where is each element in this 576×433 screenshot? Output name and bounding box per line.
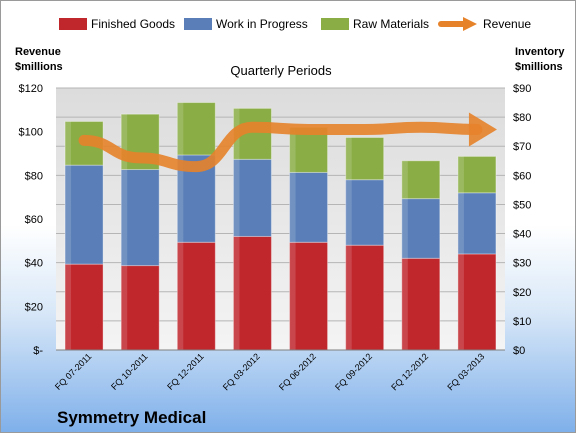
bar-raw-materials (457, 155, 497, 194)
category-label: FQ 06-2012 (277, 351, 318, 392)
right-tick-label: $40 (513, 229, 531, 241)
bar-highlight (345, 245, 352, 350)
category-labels: FQ 07-2011 FQ 10-2011 FQ 12-2011 FQ 03-2012… (53, 351, 486, 392)
left-tick-label: $20 (25, 301, 43, 313)
bar-highlight (457, 253, 464, 350)
bar-highlight (65, 264, 72, 350)
bar-highlight (177, 154, 184, 243)
chart-title: Quarterly Periods (230, 63, 332, 78)
bar-highlight (233, 159, 240, 237)
right-tick-label: $10 (513, 316, 531, 328)
category-label: FQ 03-2012 (221, 351, 262, 392)
left-tick-label: $40 (25, 258, 43, 270)
bar-highlight (121, 114, 128, 170)
revenue-series (78, 112, 497, 173)
right-tick-label: $70 (513, 141, 531, 153)
bar-highlight (289, 242, 296, 350)
legend: Finished Goods Work in Progress Raw Materi… (59, 17, 531, 31)
right-tick-label: $60 (513, 170, 531, 182)
left-axis-title-line1: Revenue (15, 46, 61, 58)
legend-label: Raw Materials (353, 17, 429, 31)
legend-swatch (59, 18, 87, 30)
right-tick-label: $0 (513, 345, 525, 357)
revenue-line (78, 121, 483, 173)
company-name: Symmetry Medical (57, 408, 206, 427)
bar-finished-goods (120, 265, 160, 351)
bar-highlight (65, 121, 72, 166)
bar-highlight (457, 156, 464, 193)
left-axis-title-line2: $millions (15, 61, 63, 73)
category-label: FQ 03-2013 (445, 351, 486, 392)
legend-label: Work in Progress (216, 17, 308, 31)
left-tick-label: $80 (25, 170, 43, 182)
right-axis-title-line2: $millions (515, 61, 563, 73)
bar-raw-materials (401, 160, 441, 200)
revenue-arrowhead (468, 112, 497, 147)
bar-work-in-progress (345, 179, 385, 246)
legend-arrow-icon (463, 17, 477, 31)
left-tick-label: $100 (19, 127, 43, 139)
bar-highlight (121, 169, 128, 266)
bar-highlight (401, 198, 408, 259)
category-label: FQ 07-2011 (53, 351, 94, 392)
right-tick-label: $50 (513, 199, 531, 211)
bar-highlight (345, 137, 352, 180)
bar-work-in-progress (289, 171, 329, 243)
bars (64, 102, 497, 351)
bar-highlight (457, 192, 464, 254)
category-label: FQ 12-2011 (165, 351, 206, 392)
left-axis-ticks: $- $20 $40 $60 $80 $100 $120 (19, 83, 44, 357)
right-tick-label: $20 (513, 287, 531, 299)
right-axis-title-line1: Inventory (515, 46, 565, 58)
bar-finished-goods (289, 241, 329, 351)
left-tick-label: $- (33, 345, 43, 357)
bar-highlight (289, 172, 296, 243)
category-label: FQ 12-2012 (389, 351, 430, 392)
bar-highlight (177, 242, 184, 350)
legend-label: Revenue (483, 17, 531, 31)
bar-work-in-progress (401, 198, 441, 259)
legend-swatch (321, 18, 349, 30)
bar-finished-goods (345, 244, 385, 351)
bar-highlight (121, 265, 128, 350)
left-tick-label: $120 (19, 83, 43, 95)
right-tick-label: $80 (513, 112, 531, 124)
bar-highlight (233, 236, 240, 350)
bar-highlight (401, 160, 408, 199)
bar-finished-goods (64, 263, 104, 351)
right-tick-label: $30 (513, 258, 531, 270)
bar-highlight (345, 179, 352, 246)
bar-finished-goods (232, 235, 272, 351)
bar-highlight (289, 127, 296, 173)
category-label: FQ 10-2011 (109, 351, 150, 392)
bar-highlight (401, 258, 408, 350)
bar-raw-materials (176, 102, 216, 156)
right-axis-ticks: $0 $10 $20 $30 $40 $50 $60 $70 $80 $90 (513, 83, 531, 357)
bar-highlight (177, 102, 184, 155)
right-tick-label: $90 (513, 83, 531, 95)
category-label: FQ 09-2012 (333, 351, 374, 392)
bar-highlight (65, 165, 72, 265)
bar-raw-materials (345, 136, 385, 181)
legend-swatch (184, 18, 212, 30)
left-tick-label: $60 (25, 214, 43, 226)
bar-finished-goods (401, 257, 441, 351)
legend-label: Finished Goods (91, 17, 175, 31)
bar-work-in-progress (232, 158, 272, 237)
bar-work-in-progress (120, 169, 160, 267)
